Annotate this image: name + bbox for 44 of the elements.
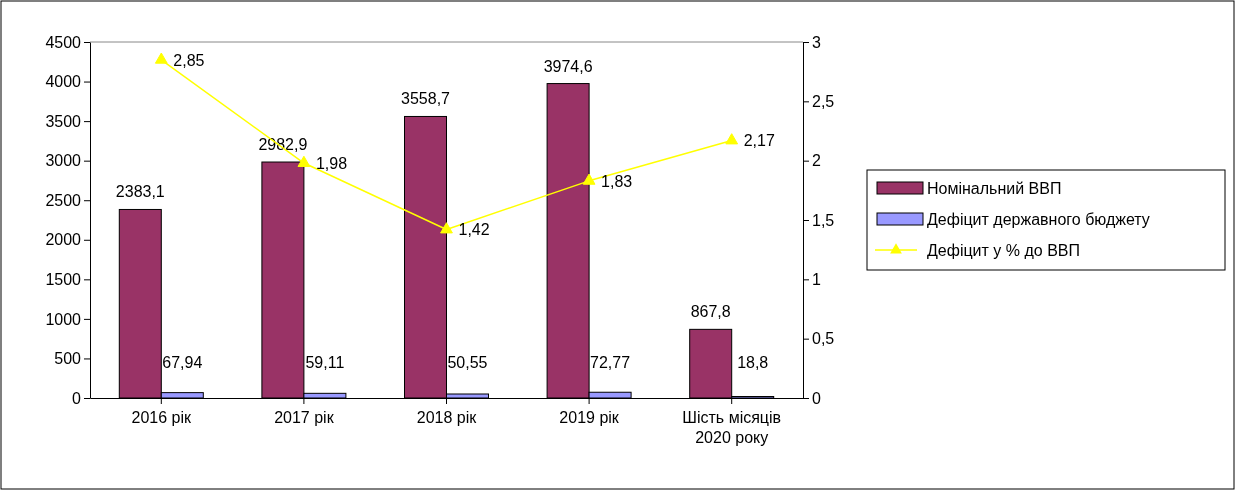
y2-tick-label: 0	[812, 389, 821, 407]
y-tick-label: 2500	[45, 191, 82, 209]
legend-label: Номінальний ВВП	[927, 180, 1062, 197]
y2-tick-label: 0,5	[812, 330, 835, 348]
data-label: 3558,7	[401, 90, 451, 108]
x-tick-label: 2019 рік	[559, 409, 620, 426]
x-tick-label: Шість місяців 2020 року	[682, 409, 782, 446]
y-tick-label: 4000	[45, 73, 82, 91]
y-tick-label: 1500	[45, 270, 82, 288]
y-tick-label: 3000	[45, 152, 82, 170]
y-tick-label: 2000	[45, 231, 82, 249]
x-tick-label: 2017 рік	[274, 409, 335, 426]
y-tick-label: 0	[72, 389, 82, 407]
y-tick-label: 4500	[45, 33, 82, 51]
data-label: 2,17	[743, 132, 775, 150]
legend-label: Дефіцит у % до ВВП	[927, 242, 1080, 259]
data-label: 67,94	[162, 354, 203, 371]
data-label: 1,98	[315, 155, 348, 173]
y-tick-label: 1000	[45, 310, 82, 328]
point	[725, 133, 739, 145]
point	[154, 52, 168, 64]
data-label: 18,8	[737, 354, 769, 371]
point	[440, 222, 453, 234]
y2-tick-label: 1	[812, 270, 821, 288]
y-tick-label: 500	[54, 350, 82, 368]
data-label: 2,85	[173, 51, 205, 69]
data-label: 72,77	[590, 354, 631, 371]
y2-tick-label: 3	[812, 33, 821, 51]
legend-label: Дефіцит державного бюджету	[927, 211, 1150, 228]
point	[297, 155, 311, 167]
data-label: 867,8	[690, 303, 731, 321]
y-tick-label: 3500	[45, 112, 82, 130]
y2-tick-label: 1,5	[812, 211, 835, 229]
point	[582, 173, 596, 185]
x-tick-label: 2016 рік	[131, 409, 193, 426]
y2-tick-label: 2	[812, 152, 821, 170]
data-label: 1,42	[458, 221, 490, 239]
data-label: 2383,1	[115, 183, 165, 201]
data-label: 50,55	[447, 354, 488, 371]
y2-tick-label: 2,5	[812, 92, 835, 110]
data-label: 59,11	[305, 354, 345, 371]
data-label: 1,83	[601, 172, 633, 190]
data-label: 3974,6	[543, 57, 593, 75]
x-tick-label: 2018 рік	[416, 409, 478, 426]
